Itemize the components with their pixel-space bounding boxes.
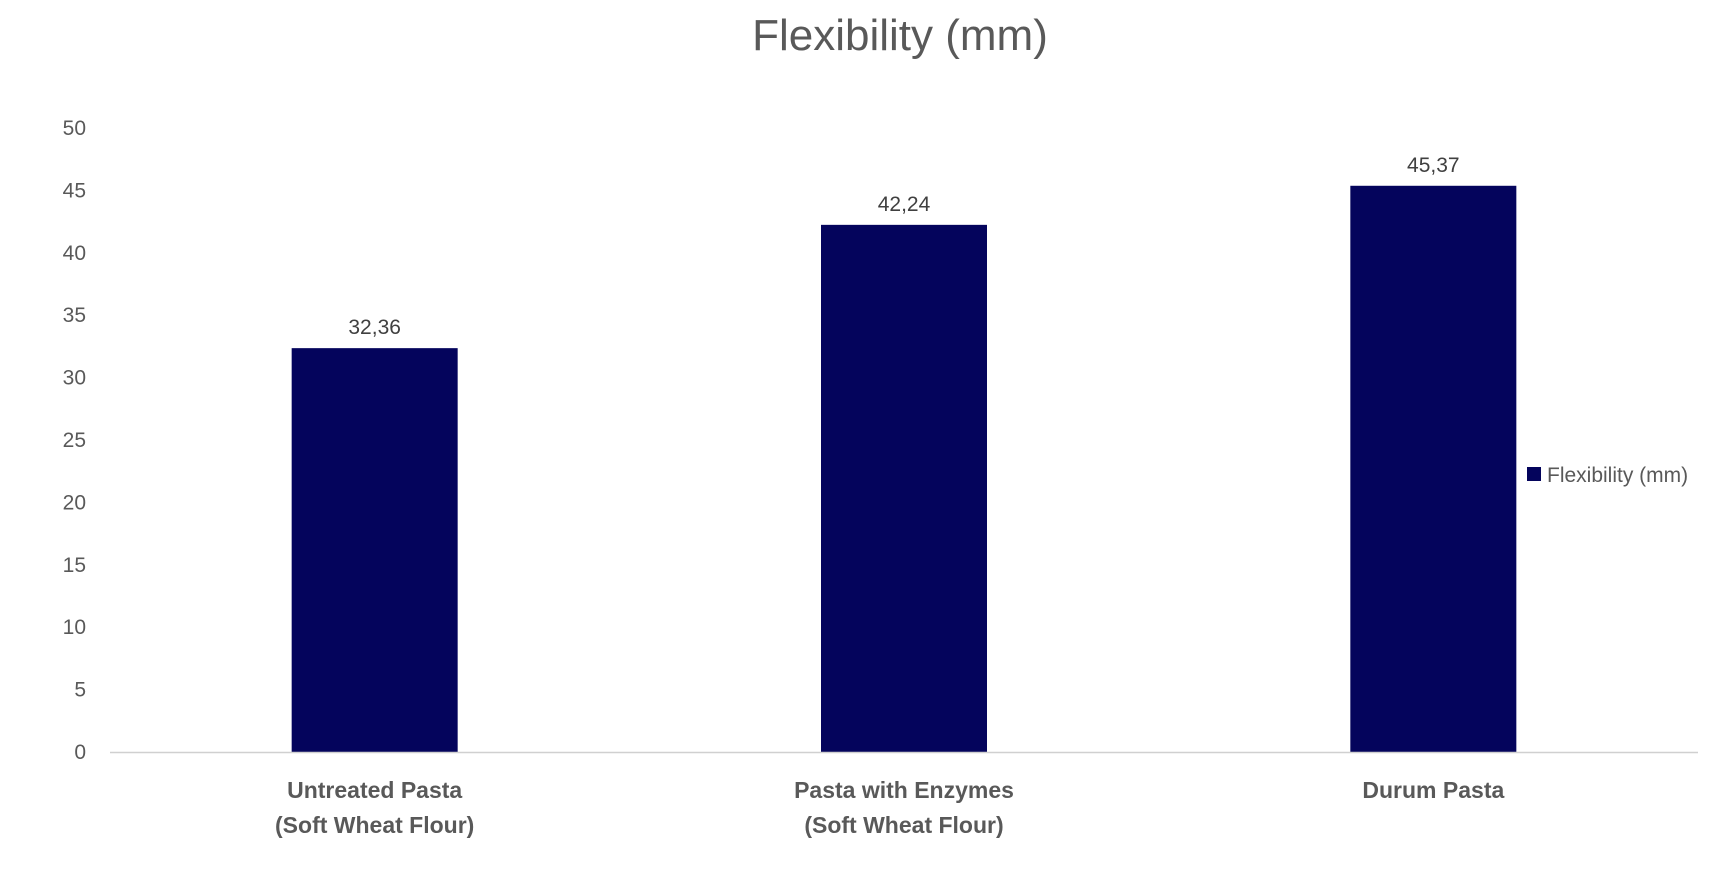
y-axis-ticks: 0 5 10 15 20 25 30 35 40 45 50 <box>63 117 86 764</box>
y-tick-label: 45 <box>63 179 86 202</box>
bar[interactable] <box>821 224 987 753</box>
x-category-label-line: (Soft Wheat Flour) <box>275 812 474 838</box>
data-labels-group: 32,36 42,24 45,37 <box>348 154 1459 339</box>
bars-group <box>291 185 1517 753</box>
legend-swatch-flexibility <box>1527 467 1541 481</box>
legend[interactable]: Flexibility (mm) <box>1527 464 1688 487</box>
chart-title: Flexibility (mm) <box>752 11 1048 60</box>
y-tick-label: 40 <box>63 242 86 265</box>
y-tick-label: 10 <box>63 616 86 639</box>
legend-label-flexibility: Flexibility (mm) <box>1547 464 1688 487</box>
x-axis-labels: Untreated Pasta (Soft Wheat Flour)Pasta w… <box>275 777 1504 838</box>
x-category-label: Untreated Pasta (Soft Wheat Flour) <box>275 777 474 838</box>
bar[interactable] <box>291 348 458 752</box>
x-category-label-line: Pasta with Enzymes <box>794 777 1014 803</box>
y-tick-label: 5 <box>74 679 86 702</box>
y-tick-label: 25 <box>63 429 86 452</box>
x-category-label-line: Untreated Pasta <box>287 777 462 803</box>
data-label: 32,36 <box>348 316 401 339</box>
y-tick-label: 20 <box>63 491 86 514</box>
y-tick-label: 30 <box>63 367 86 390</box>
x-category-label-line: (Soft Wheat Flour) <box>804 812 1003 838</box>
y-tick-label: 0 <box>74 741 86 764</box>
data-label: 42,24 <box>878 193 931 216</box>
y-tick-label: 50 <box>63 117 86 140</box>
y-tick-label: 35 <box>63 304 86 327</box>
bar[interactable] <box>1350 185 1517 752</box>
x-category-label-line: Durum Pasta <box>1362 777 1504 803</box>
x-category-label: Durum Pasta <box>1362 777 1504 803</box>
x-category-label: Pasta with Enzymes (Soft Wheat Flour) <box>794 777 1014 838</box>
data-label: 45,37 <box>1407 154 1460 177</box>
y-tick-label: 15 <box>63 554 86 577</box>
